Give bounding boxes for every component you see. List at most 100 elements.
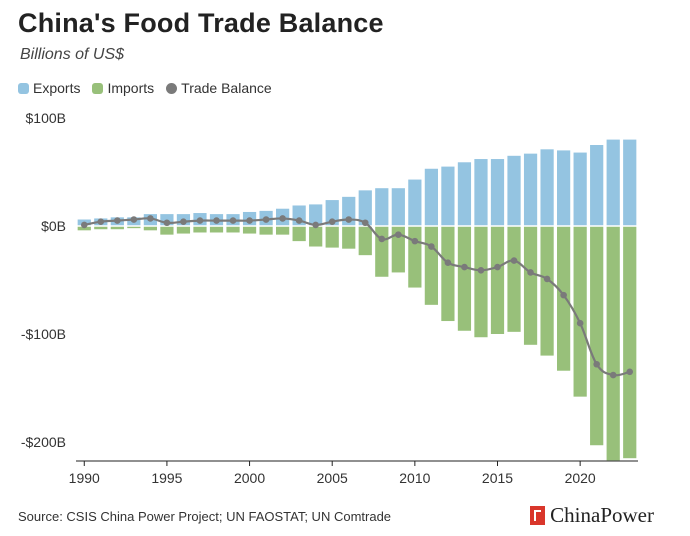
legend-item-imports[interactable]: Imports	[92, 80, 154, 96]
bar-imports	[94, 226, 108, 230]
point-trade-balance	[527, 269, 534, 276]
legend-label-trade-balance: Trade Balance	[181, 80, 272, 96]
x-tick-label: 1990	[69, 470, 100, 486]
x-tick-label: 2015	[482, 470, 513, 486]
legend-item-exports[interactable]: Exports	[18, 80, 80, 96]
legend-swatch-exports	[18, 82, 29, 94]
bar-exports	[540, 149, 554, 226]
point-trade-balance	[411, 237, 419, 245]
page-title: China's Food Trade Balance	[18, 8, 384, 38]
point-trade-balance	[428, 243, 435, 250]
point-trade-balance	[494, 263, 501, 271]
point-trade-balance	[229, 217, 237, 224]
legend-label-exports: Exports	[33, 80, 81, 96]
point-trade-balance	[461, 263, 468, 271]
bar-imports	[209, 226, 224, 233]
point-trade-balance	[626, 368, 634, 376]
y-tick-label: -$200B	[21, 434, 66, 450]
x-tick-label: 1995	[151, 470, 182, 486]
bar-imports	[292, 226, 306, 242]
point-trade-balance	[510, 257, 518, 264]
bar-imports	[110, 226, 124, 230]
bar-exports	[623, 139, 637, 226]
x-tick-label: 2010	[399, 470, 430, 486]
bar-imports	[358, 226, 372, 256]
bar-exports	[408, 179, 422, 226]
point-trade-balance	[444, 259, 452, 267]
point-trade-balance	[395, 231, 402, 238]
bar-imports	[143, 226, 157, 231]
bar-imports	[523, 226, 538, 345]
bar-exports	[424, 168, 438, 226]
point-trade-balance	[477, 266, 485, 274]
bar-exports	[523, 153, 538, 226]
bar-imports	[408, 226, 422, 288]
bar-imports	[457, 226, 472, 331]
x-tick-label: 2005	[317, 470, 348, 486]
x-tick-label: 2020	[565, 470, 596, 486]
point-trade-balance	[147, 215, 154, 222]
bar-exports	[457, 162, 472, 226]
bar-imports	[309, 226, 323, 247]
page-subtitle: Billions of US$	[20, 46, 125, 63]
legend-swatch-trade-balance	[166, 82, 178, 94]
point-trade-balance	[97, 218, 105, 225]
bar-imports	[375, 226, 389, 277]
bar-imports	[242, 226, 257, 234]
bar-exports	[441, 166, 455, 226]
bar-imports	[325, 226, 339, 248]
bar-imports	[176, 226, 191, 234]
bar-imports	[259, 226, 273, 235]
point-trade-balance	[196, 217, 204, 224]
legend-swatch-imports	[92, 82, 104, 94]
point-trade-balance	[80, 221, 88, 229]
bar-exports	[490, 159, 505, 226]
chart-legend: Exports Imports Trade Balance	[18, 80, 272, 96]
bar-exports	[573, 152, 587, 226]
bar-imports	[193, 226, 207, 233]
point-trade-balance	[361, 219, 369, 227]
point-trade-balance	[378, 235, 386, 243]
bar-imports	[490, 226, 505, 334]
y-tick-label: $100B	[26, 110, 66, 126]
bar-imports	[590, 226, 604, 446]
legend-label-imports: Imports	[107, 80, 155, 96]
bar-imports	[623, 226, 637, 459]
bar-imports	[540, 226, 554, 356]
bar-exports	[325, 200, 339, 226]
point-trade-balance	[130, 216, 138, 223]
point-trade-balance	[593, 360, 600, 368]
point-trade-balance	[328, 218, 336, 225]
bar-exports	[358, 190, 372, 226]
point-trade-balance	[180, 218, 187, 225]
brand-name: ChinaPower	[550, 503, 654, 527]
legend-item-trade-balance[interactable]: Trade Balance	[166, 80, 272, 96]
bar-imports	[342, 226, 356, 249]
point-trade-balance	[213, 217, 220, 224]
point-trade-balance	[345, 216, 353, 223]
point-trade-balance	[295, 217, 303, 224]
bar-imports	[127, 226, 141, 229]
point-trade-balance	[576, 319, 584, 327]
bar-imports	[276, 226, 290, 235]
point-trade-balance	[279, 215, 286, 222]
point-trade-balance	[262, 216, 270, 223]
bar-imports	[573, 226, 587, 397]
bar-exports	[590, 145, 604, 226]
bar-imports	[606, 226, 620, 461]
bar-exports	[309, 204, 323, 226]
bar-exports	[507, 155, 521, 226]
bar-imports	[441, 226, 455, 322]
point-trade-balance	[163, 219, 171, 227]
point-trade-balance	[312, 221, 319, 229]
x-tick-label: 2000	[234, 470, 265, 486]
point-trade-balance	[114, 217, 121, 224]
point-trade-balance	[246, 217, 253, 224]
y-tick-label: -$100B	[21, 326, 66, 342]
bar-imports	[507, 226, 521, 332]
bar-imports	[226, 226, 240, 233]
bar-exports	[606, 139, 620, 226]
source-note: Source: CSIS China Power Project; UN FAO…	[18, 509, 392, 524]
chinapower-logo-icon	[530, 506, 546, 525]
line-trade-balance	[84, 217, 631, 377]
